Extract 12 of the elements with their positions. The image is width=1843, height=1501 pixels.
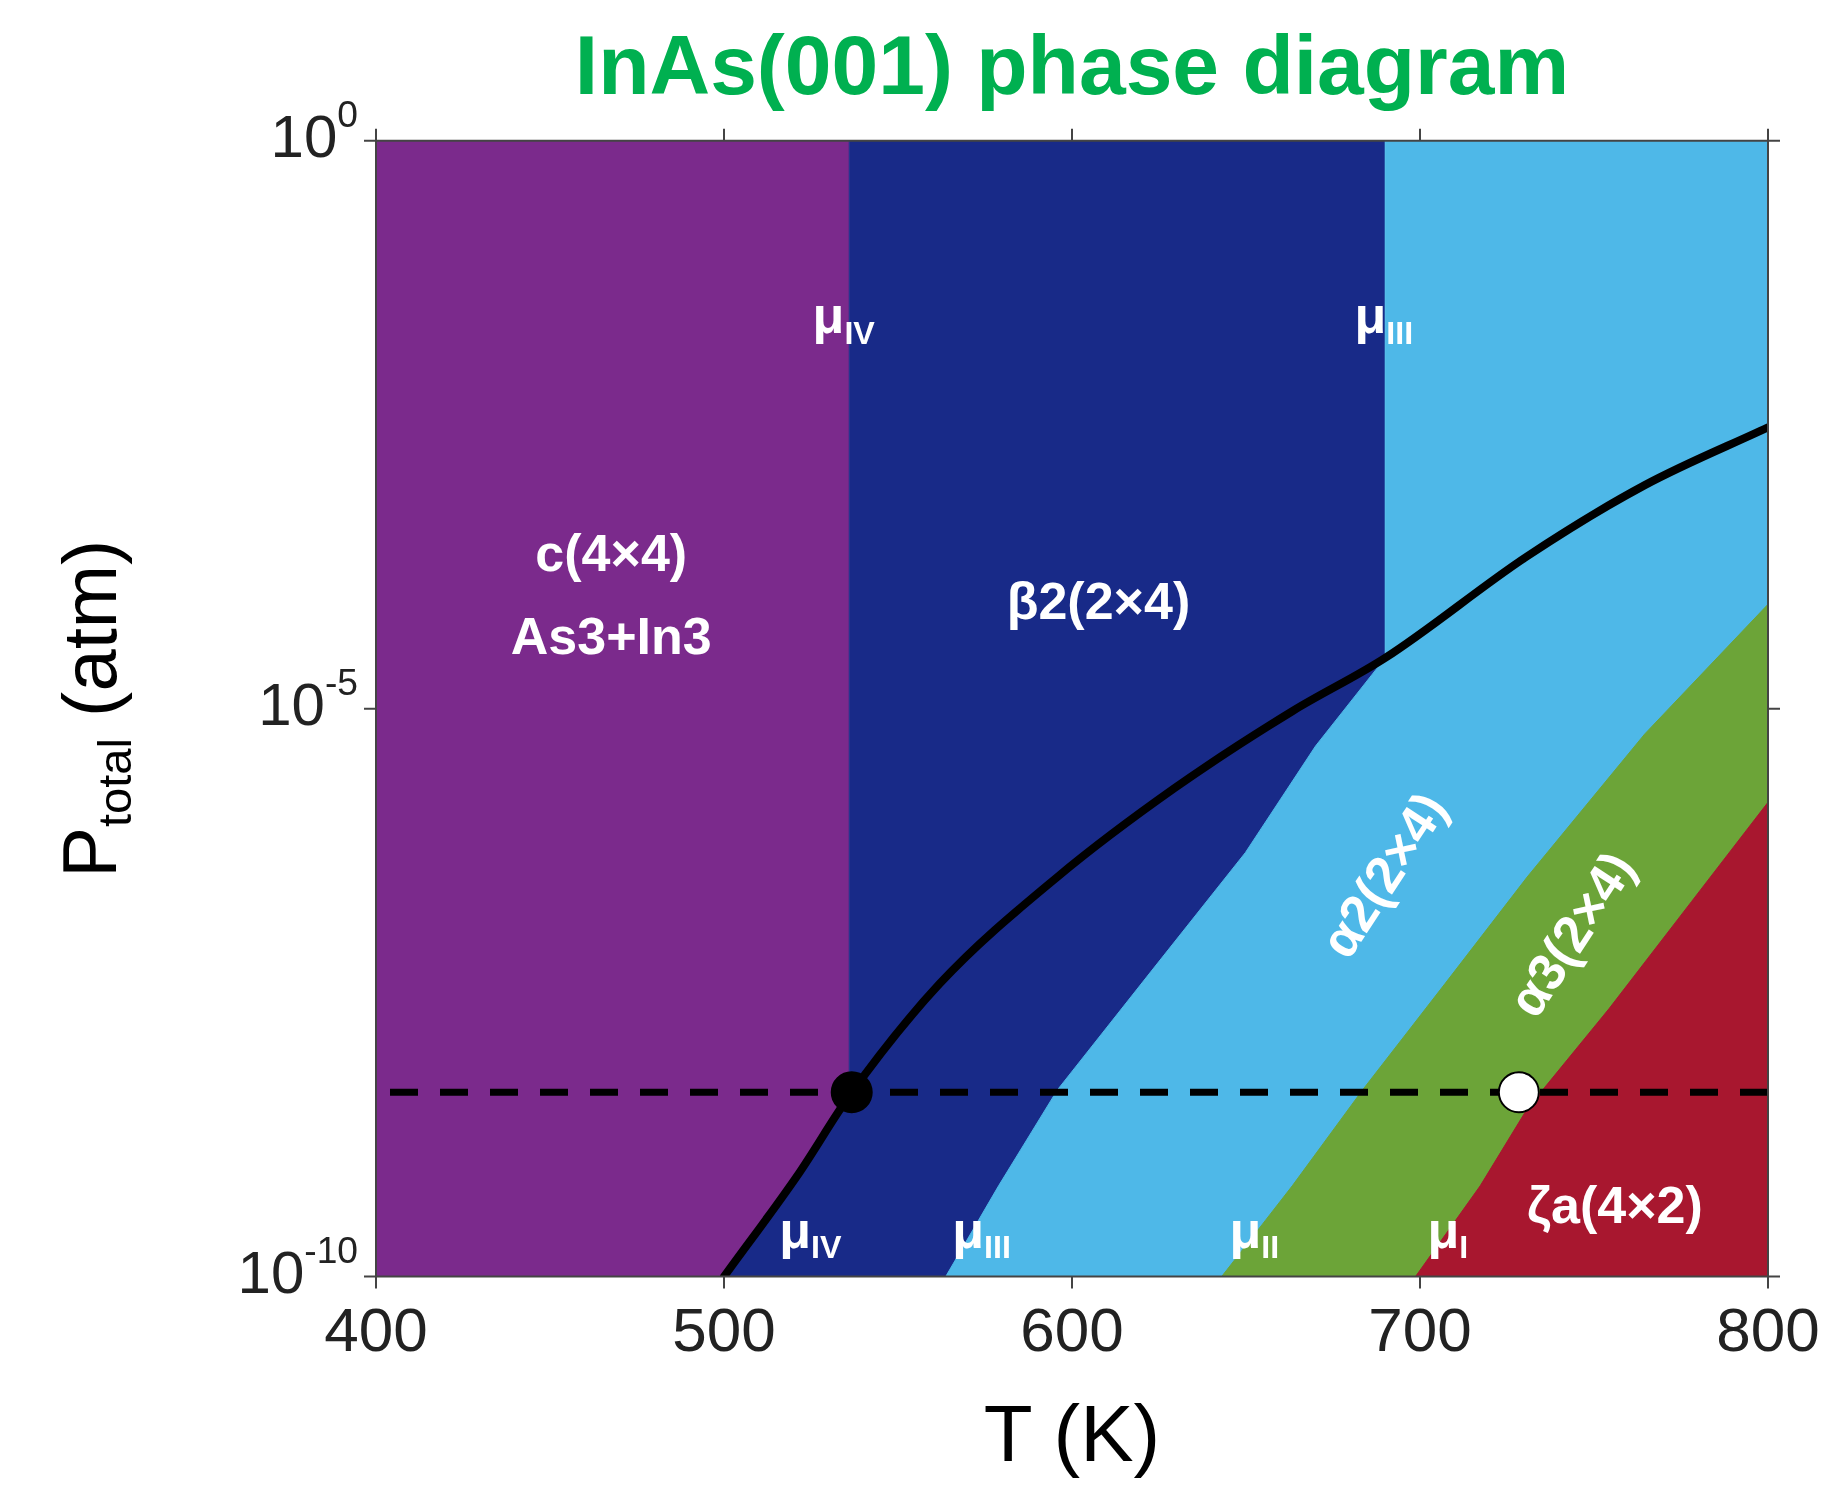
annotation: ζa(4×2) xyxy=(1527,1175,1703,1234)
chart-title: InAs(001) phase diagram xyxy=(574,17,1570,112)
x-tick-label: 400 xyxy=(324,1294,428,1364)
x-tick-label: 700 xyxy=(1368,1294,1472,1364)
annotation: As3+In3 xyxy=(510,606,712,665)
annotation: β2(2×4) xyxy=(1006,571,1191,630)
x-tick-label: 500 xyxy=(672,1294,776,1364)
y-axis-title: Ptotal (atm) xyxy=(46,539,141,878)
x-tick-label: 600 xyxy=(1020,1294,1124,1364)
x-tick-label: 800 xyxy=(1716,1294,1820,1364)
annotation: c(4×4) xyxy=(535,523,688,582)
x-axis-title: T (K) xyxy=(983,1389,1161,1479)
